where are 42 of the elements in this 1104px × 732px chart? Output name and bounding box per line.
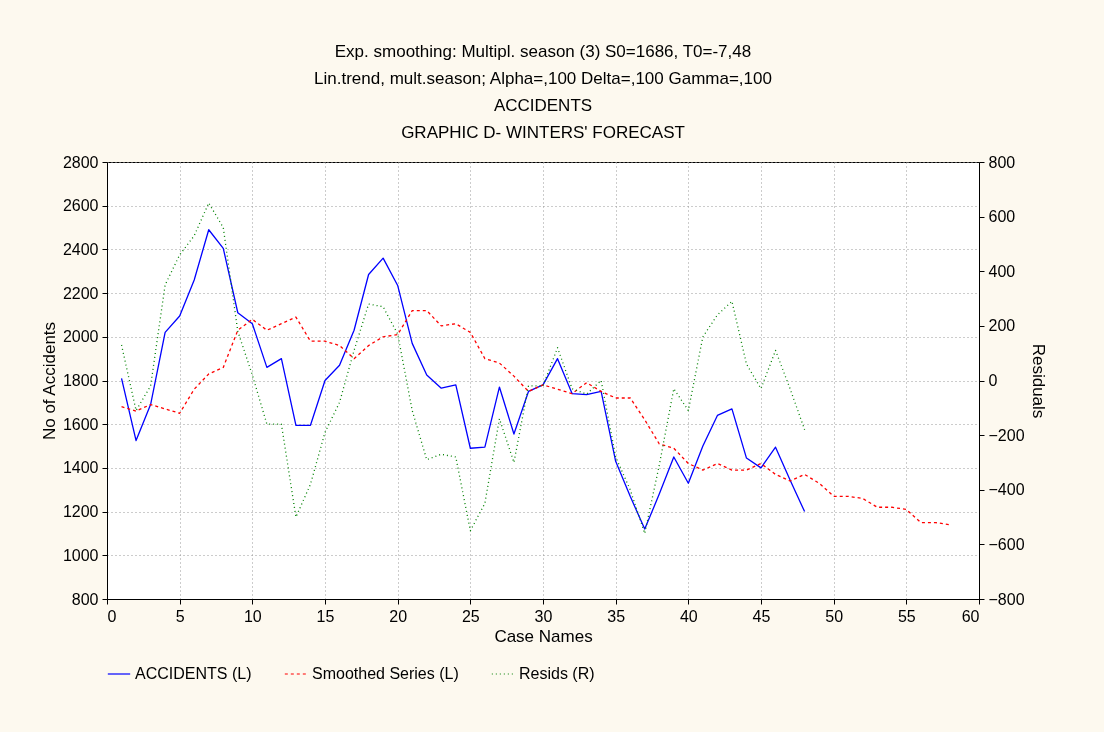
y2-tick-label: 800 — [988, 153, 1016, 171]
y-tick-label: 1000 — [62, 546, 99, 564]
x-tick-label: 5 — [175, 607, 185, 625]
y2-tick-label: −200 — [988, 426, 1025, 444]
y2-tick-label: 600 — [988, 208, 1016, 226]
legend-label: Smoothed Series (L) — [312, 665, 459, 682]
x-tick-label: 35 — [607, 607, 626, 625]
x-tick-label: 10 — [243, 607, 262, 625]
y-tick-label: 800 — [71, 590, 99, 608]
x-tick-label: 30 — [534, 607, 553, 625]
y-tick-label: 2000 — [62, 328, 99, 346]
y-tick-label: 2800 — [62, 153, 99, 171]
y-tick-label: 2400 — [62, 240, 99, 258]
chart-subtitle: Lin.trend, mult.season; Alpha=,100 Delta=,100 Gamma=,100 ACCIDENTS GRAPHIC D- WINTERS' FORECAST — [314, 69, 772, 142]
y2-tick-label: 200 — [988, 317, 1016, 335]
legend-label: ACCIDENTS (L) — [135, 665, 252, 682]
y-tick-label: 1600 — [62, 415, 99, 433]
y-axis-title: No of Accidents — [39, 321, 59, 441]
y2-tick-label: 400 — [988, 262, 1016, 280]
y-tick-label: 1200 — [62, 503, 99, 521]
x-tick-label: 25 — [461, 607, 480, 625]
legend-label: Resids (R) — [519, 665, 595, 682]
y-tick-label: 1800 — [62, 372, 99, 389]
x-tick-label: 0 — [107, 607, 117, 625]
y-tick-label: 2200 — [62, 284, 99, 302]
x-tick-label: 40 — [679, 607, 698, 625]
x-tick-label: 55 — [897, 607, 916, 625]
x-tick-label: 20 — [389, 607, 408, 625]
y2-tick-label: −800 — [988, 590, 1025, 608]
y2-axis-title: Residuals — [1028, 343, 1048, 419]
y-tick-label: 1400 — [62, 459, 99, 477]
y-tick-label: 2600 — [62, 197, 99, 215]
x-axis-title: Case Names — [494, 626, 593, 646]
chart-title: Exp. smoothing: Multipl. season (3) S0=1686, T0=-7,48 — [334, 42, 752, 61]
y2-tick-label: −600 — [988, 535, 1025, 553]
x-tick-label: 15 — [316, 607, 335, 625]
y2-tick-label: 0 — [988, 372, 998, 389]
line-series — [120, 309, 951, 526]
x-tick-label: 50 — [825, 607, 844, 625]
x-tick-label: 60 — [961, 607, 980, 625]
y2-tick-label: −400 — [988, 481, 1025, 499]
x-tick-label: 45 — [752, 607, 771, 625]
